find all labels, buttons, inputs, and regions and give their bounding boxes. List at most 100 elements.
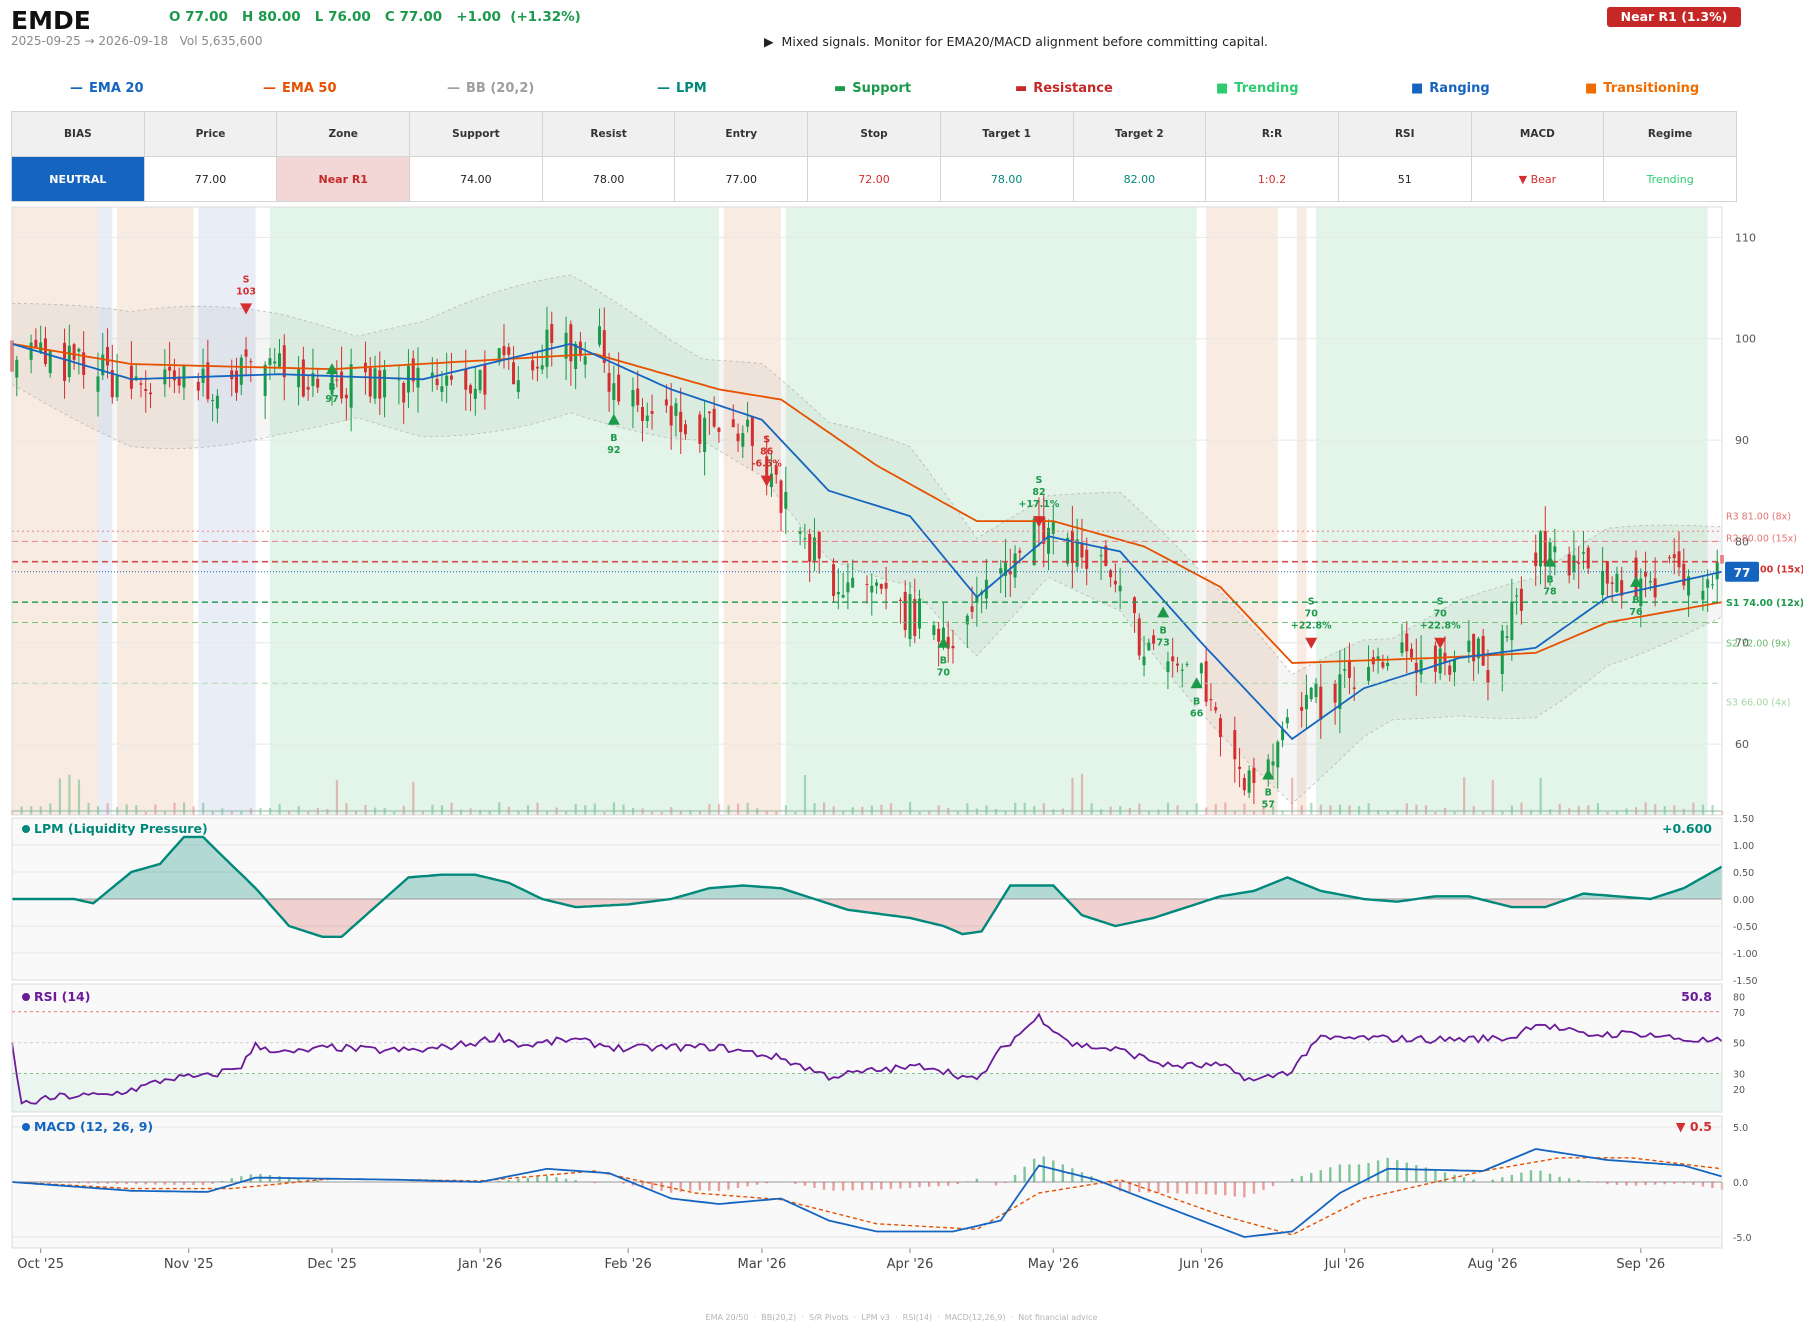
candle-body bbox=[1075, 539, 1079, 567]
candle-body bbox=[516, 380, 520, 393]
candle-body bbox=[373, 368, 377, 399]
legend-swatch-icon: ■ bbox=[1216, 81, 1229, 96]
volume-bar bbox=[393, 811, 396, 815]
candle-body bbox=[1271, 761, 1275, 766]
macd-histogram-bar bbox=[1415, 1165, 1418, 1182]
legend-item-lpm[interactable]: — LPM bbox=[657, 81, 707, 96]
lpm-tick-label: 0.50 bbox=[1733, 868, 1754, 879]
candle-body bbox=[1448, 665, 1452, 675]
macd-histogram-bar bbox=[125, 1182, 128, 1185]
legend-item-trending[interactable]: ■ Trending bbox=[1216, 81, 1299, 96]
macd-histogram-bar bbox=[564, 1178, 568, 1182]
macd-histogram-bar bbox=[106, 1182, 109, 1184]
candle-body bbox=[48, 350, 52, 374]
candle-body bbox=[617, 374, 621, 402]
price-tick-label: 60 bbox=[1735, 738, 1749, 751]
macd-histogram-bar bbox=[77, 1182, 81, 1184]
buy-marker-label: 66 bbox=[1190, 708, 1204, 719]
candle-body bbox=[211, 399, 215, 402]
candle-body bbox=[478, 369, 482, 391]
last-price-label: 77 bbox=[1734, 566, 1751, 580]
candle-body bbox=[884, 582, 888, 589]
legend-item-ranging[interactable]: ■ Ranging bbox=[1411, 81, 1490, 96]
candle-body bbox=[1233, 730, 1237, 760]
candle-body bbox=[1581, 552, 1585, 554]
candle-body bbox=[483, 364, 487, 395]
macd-histogram-bar bbox=[851, 1182, 854, 1191]
candle-body bbox=[1677, 551, 1681, 568]
candle-body bbox=[43, 338, 47, 365]
buy-marker-icon bbox=[1630, 575, 1643, 587]
macd-histogram-bar bbox=[555, 1177, 558, 1182]
candle-body bbox=[1247, 770, 1251, 793]
price-tick-label: 110 bbox=[1735, 231, 1756, 244]
volume-bar bbox=[1080, 773, 1084, 815]
macd-histogram-bar bbox=[1682, 1182, 1685, 1184]
legend-item-bb-20-2[interactable]: — BB (20,2) bbox=[447, 81, 534, 96]
volume-bar bbox=[994, 809, 998, 815]
volume-bar bbox=[908, 802, 912, 815]
legend-item-resistance[interactable]: ▬ Resistance bbox=[1015, 81, 1113, 96]
volume-bar bbox=[517, 810, 520, 815]
level-label: R1 78.00 (15x) bbox=[1726, 565, 1803, 576]
macd-histogram-bar bbox=[297, 1178, 300, 1182]
macd-histogram-bar bbox=[918, 1182, 921, 1188]
candle-body bbox=[841, 594, 845, 598]
sell-marker-label: 103 bbox=[236, 286, 256, 297]
price-tick-label: 80 bbox=[1735, 535, 1749, 548]
signal-table: BIAS Price Zone Support Resist Entry Stop Targe… bbox=[11, 111, 1737, 202]
macd-histogram-bar bbox=[641, 1182, 644, 1188]
legend-item-transitioning[interactable]: ■ Transitioning bbox=[1585, 81, 1699, 96]
candle-body bbox=[1008, 571, 1012, 575]
candle-body bbox=[741, 433, 745, 447]
volume-bar bbox=[1195, 803, 1198, 815]
macd-histogram-bar bbox=[526, 1177, 530, 1182]
macd-tick-label: -5.0 bbox=[1733, 1233, 1752, 1244]
candle-body bbox=[1352, 687, 1356, 689]
buy-marker-label: B bbox=[1193, 696, 1200, 707]
legend-label: Ranging bbox=[1429, 81, 1490, 96]
macd-histogram-bar bbox=[574, 1180, 577, 1182]
volume-bar bbox=[756, 808, 759, 815]
candle-body bbox=[106, 346, 110, 366]
candle-body bbox=[129, 365, 133, 389]
volume-bar bbox=[345, 803, 348, 815]
macd-histogram-bar bbox=[1357, 1164, 1361, 1182]
candle-body bbox=[550, 324, 554, 343]
volume-bar bbox=[288, 811, 291, 815]
table-cell-rsi: 51 bbox=[1337, 156, 1472, 202]
level-label: S1 74.00 (12x) bbox=[1726, 598, 1803, 609]
candle-body bbox=[1018, 550, 1022, 553]
volume-bar bbox=[985, 805, 988, 815]
macd-histogram-bar bbox=[1138, 1182, 1141, 1193]
volume-bar bbox=[479, 809, 482, 815]
candle-body bbox=[397, 379, 401, 381]
candle-body bbox=[1109, 570, 1113, 578]
volume-bar bbox=[1558, 803, 1561, 815]
candle-body bbox=[535, 366, 539, 369]
x-tick-label: Jun '26 bbox=[1178, 1257, 1224, 1272]
macd-histogram-bar bbox=[966, 1181, 969, 1182]
legend-item-support[interactable]: ▬ Support bbox=[834, 81, 911, 96]
candle-body bbox=[1347, 659, 1351, 678]
volume-bar bbox=[689, 810, 692, 815]
volume-bar bbox=[173, 802, 176, 815]
candle-body bbox=[1615, 573, 1619, 592]
macd-line bbox=[11, 1148, 1723, 1238]
macd-histogram-bar bbox=[956, 1182, 959, 1185]
buy-marker-label: 92 bbox=[607, 445, 620, 456]
candle-body bbox=[1543, 531, 1547, 566]
candle-body bbox=[1070, 530, 1074, 563]
advice-text: ▶ Mixed signals. Monitor for EMA20/MACD … bbox=[764, 34, 1269, 49]
candle-body bbox=[177, 376, 181, 386]
candle-body bbox=[1238, 766, 1242, 769]
volume-bar bbox=[326, 809, 329, 815]
macd-histogram-bar bbox=[536, 1176, 539, 1182]
macd-histogram-bar bbox=[1109, 1182, 1112, 1187]
macd-histogram-bar bbox=[1376, 1160, 1380, 1182]
legend-item-ema-20[interactable]: — EMA 20 bbox=[70, 81, 144, 96]
candle-body bbox=[1386, 662, 1390, 667]
legend-item-ema-50[interactable]: — EMA 50 bbox=[263, 81, 337, 96]
macd-histogram-bar bbox=[841, 1182, 845, 1191]
regime-band-transition bbox=[723, 207, 782, 815]
